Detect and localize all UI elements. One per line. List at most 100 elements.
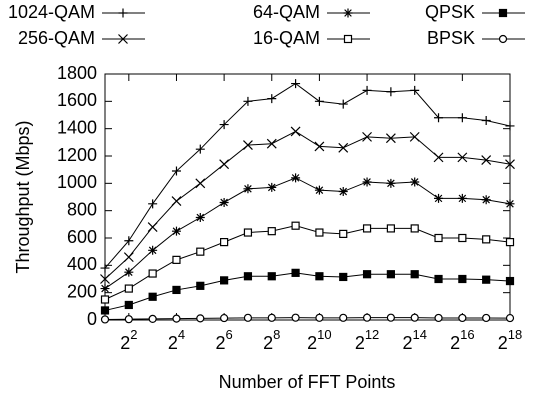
marker bbox=[314, 185, 324, 195]
marker bbox=[148, 269, 157, 278]
legend-label: 64-QAM bbox=[253, 2, 320, 22]
marker bbox=[386, 178, 396, 188]
marker bbox=[123, 252, 134, 263]
x-axis-label: Number of FFT Points bbox=[219, 372, 396, 392]
marker bbox=[267, 272, 276, 281]
marker bbox=[457, 113, 467, 123]
x-tick-label: 22 bbox=[120, 327, 137, 352]
marker bbox=[343, 8, 353, 18]
x-tick-label: 28 bbox=[263, 327, 280, 352]
marker bbox=[481, 115, 491, 125]
marker bbox=[386, 270, 395, 279]
marker bbox=[118, 8, 128, 18]
marker bbox=[171, 196, 182, 207]
marker bbox=[148, 292, 157, 301]
marker bbox=[410, 224, 419, 233]
x-tick-label: 26 bbox=[215, 327, 232, 352]
marker bbox=[148, 245, 158, 255]
marker bbox=[118, 34, 128, 44]
marker bbox=[362, 224, 372, 233]
marker bbox=[243, 313, 253, 322]
marker bbox=[505, 276, 515, 286]
marker bbox=[291, 268, 300, 277]
marker bbox=[505, 313, 515, 323]
marker bbox=[243, 272, 253, 281]
legend-label: QPSK bbox=[425, 2, 475, 22]
marker bbox=[315, 228, 324, 237]
marker bbox=[434, 233, 443, 243]
x-tick-label: 212 bbox=[355, 327, 379, 352]
x-tick-label: 24 bbox=[168, 327, 185, 352]
marker bbox=[457, 152, 468, 163]
marker bbox=[100, 306, 110, 315]
marker bbox=[434, 274, 443, 284]
marker bbox=[219, 197, 229, 207]
marker bbox=[434, 193, 444, 203]
marker bbox=[291, 221, 300, 230]
marker bbox=[171, 226, 181, 236]
marker bbox=[482, 313, 491, 323]
marker bbox=[498, 8, 508, 18]
y-axis-label: Throughput (Mbps) bbox=[13, 120, 33, 273]
marker bbox=[457, 193, 467, 203]
marker bbox=[124, 236, 134, 246]
series-line bbox=[104, 272, 511, 311]
series-line bbox=[104, 317, 511, 320]
marker bbox=[458, 313, 467, 323]
marker bbox=[482, 235, 491, 244]
marker bbox=[481, 195, 491, 205]
marker bbox=[266, 138, 277, 149]
series-line bbox=[104, 225, 511, 300]
marker bbox=[195, 178, 206, 189]
legend-label: 1024-QAM bbox=[8, 2, 95, 22]
marker bbox=[100, 263, 110, 273]
marker bbox=[219, 120, 229, 130]
series-line bbox=[104, 130, 511, 280]
marker bbox=[195, 144, 205, 154]
marker bbox=[410, 270, 419, 279]
y-tick-label: 0 bbox=[87, 309, 97, 329]
marker bbox=[386, 224, 395, 233]
marker bbox=[339, 229, 348, 238]
marker bbox=[409, 131, 420, 142]
marker bbox=[267, 313, 276, 322]
x-tick-label: 218 bbox=[498, 327, 522, 352]
marker bbox=[220, 313, 229, 323]
y-tick-label: 1400 bbox=[57, 117, 97, 137]
marker bbox=[243, 96, 253, 106]
marker bbox=[172, 255, 181, 264]
marker bbox=[338, 187, 348, 197]
marker bbox=[124, 315, 133, 324]
marker bbox=[505, 238, 515, 247]
marker bbox=[196, 314, 205, 323]
series-line bbox=[104, 177, 511, 289]
marker bbox=[147, 222, 158, 232]
marker bbox=[410, 85, 420, 95]
marker bbox=[267, 94, 277, 104]
y-tick-label: 800 bbox=[67, 199, 97, 219]
marker bbox=[339, 313, 348, 322]
marker bbox=[410, 313, 419, 322]
marker bbox=[243, 140, 253, 150]
marker bbox=[338, 99, 348, 109]
marker bbox=[315, 313, 324, 322]
marker bbox=[386, 313, 395, 322]
marker bbox=[172, 285, 181, 295]
marker bbox=[314, 96, 324, 106]
y-tick-label: 400 bbox=[67, 254, 97, 274]
y-tick-label: 1800 bbox=[57, 63, 97, 83]
marker bbox=[362, 313, 372, 322]
marker bbox=[434, 113, 444, 123]
x-tick-label: 214 bbox=[402, 327, 426, 352]
marker bbox=[433, 152, 444, 163]
marker bbox=[171, 166, 181, 176]
marker bbox=[338, 142, 349, 153]
y-tick-label: 200 bbox=[67, 281, 97, 301]
marker bbox=[124, 267, 134, 277]
marker bbox=[481, 155, 492, 166]
marker bbox=[172, 314, 181, 323]
marker bbox=[291, 79, 301, 89]
x-tick-label: 210 bbox=[307, 327, 331, 352]
marker bbox=[434, 313, 443, 323]
